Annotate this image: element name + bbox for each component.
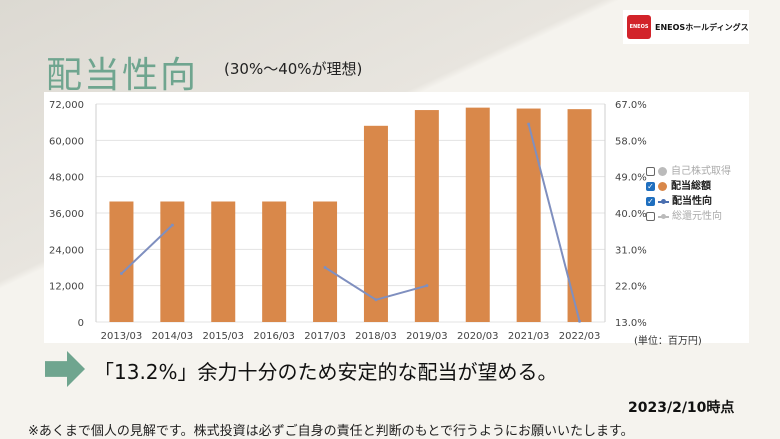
y-right-tick-label: 31.0% bbox=[615, 245, 647, 256]
y-left-tick-label: 36,000 bbox=[49, 209, 84, 220]
legend-checkbox[interactable] bbox=[646, 212, 655, 221]
payout-ratio-segment bbox=[324, 266, 377, 301]
legend-item[interactable]: ✓ 配当総額 bbox=[646, 179, 731, 194]
chart-legend: 自己株式取得 ✓ 配当総額 ✓ 配当性向総還元性向 bbox=[646, 164, 731, 224]
legend-label: 自己株式取得 bbox=[671, 166, 731, 177]
payout-ratio-point bbox=[323, 266, 327, 269]
x-tick-label: 2022/03 bbox=[559, 331, 601, 342]
payout-ratio-segment bbox=[120, 224, 174, 275]
legend-line-icon bbox=[658, 198, 669, 204]
legend-checkbox[interactable]: ✓ bbox=[646, 182, 655, 191]
y-right-tick-label: 13.0% bbox=[615, 318, 647, 329]
logo-text: ENEOSホールディングス bbox=[655, 22, 749, 32]
legend-dot-icon bbox=[658, 167, 667, 176]
bar-dividend-total bbox=[516, 108, 541, 323]
legend-item[interactable]: ✓ 配当性向 bbox=[646, 194, 731, 209]
y-left-tick-label: 72,000 bbox=[49, 100, 84, 111]
summary-message: 「13.2%」余力十分のため安定的な配当が望める。 bbox=[94, 360, 558, 384]
x-tick-label: 2017/03 bbox=[304, 331, 346, 342]
x-tick-label: 2016/03 bbox=[253, 331, 295, 342]
x-tick-label: 2014/03 bbox=[152, 331, 194, 342]
y-right-tick-label: 58.0% bbox=[615, 136, 647, 147]
x-tick-label: 2021/03 bbox=[508, 331, 550, 342]
date-stamp: 2023/2/10時点 bbox=[628, 400, 735, 416]
legend-label: 総還元性向 bbox=[672, 211, 722, 222]
y-right-tick-label: 67.0% bbox=[615, 100, 647, 111]
bar-dividend-total bbox=[414, 110, 439, 322]
y-right-tick-label: 49.0% bbox=[615, 173, 647, 184]
disclaimer: ※あくまで個人の見解です。株式投資は必ずご自身の責任と判断のもとで行うようにお願… bbox=[28, 424, 634, 439]
x-tick-label: 2015/03 bbox=[202, 331, 244, 342]
x-tick-label: 2019/03 bbox=[406, 331, 448, 342]
payout-ratio-point bbox=[527, 122, 531, 126]
bar-dividend-total bbox=[262, 201, 287, 322]
x-tick-label: 2020/03 bbox=[457, 331, 499, 342]
legend-label: 配当総額 bbox=[671, 181, 711, 192]
dividend-chart: 0 13.0% 12,000 22.0% 24,000 31.0% 36,000 40.0% 4… bbox=[44, 92, 749, 347]
payout-ratio-point bbox=[170, 223, 174, 227]
bar-dividend-total bbox=[363, 125, 388, 322]
x-tick-label: 2013/03 bbox=[101, 331, 143, 342]
y-left-tick-label: 24,000 bbox=[49, 245, 84, 256]
payout-ratio-point bbox=[374, 298, 378, 302]
legend-checkbox[interactable] bbox=[646, 167, 655, 176]
bar-dividend-total bbox=[465, 107, 490, 322]
eneos-logo-icon: ENEOS bbox=[627, 15, 651, 39]
y-right-tick-label: 22.0% bbox=[615, 282, 647, 293]
legend-label: 配当性向 bbox=[672, 196, 712, 207]
y-left-tick-label: 12,000 bbox=[49, 282, 84, 293]
bar-dividend-total bbox=[160, 201, 185, 322]
chart-svg: 0 13.0% 12,000 22.0% 24,000 31.0% 36,000 40.0% 4… bbox=[49, 100, 647, 342]
bar-dividend-total bbox=[109, 201, 134, 322]
y-left-tick-label: 48,000 bbox=[49, 173, 84, 184]
bar-dividend-total bbox=[313, 201, 338, 322]
payout-ratio-point bbox=[425, 284, 429, 288]
payout-ratio-point bbox=[578, 319, 582, 323]
legend-item[interactable]: 総還元性向 bbox=[646, 209, 731, 224]
y-left-tick-label: 60,000 bbox=[49, 136, 84, 147]
unit-label: (単位：百万円) bbox=[634, 336, 702, 347]
legend-item[interactable]: 自己株式取得 bbox=[646, 164, 731, 179]
legend-dot-icon bbox=[658, 182, 667, 191]
y-left-tick-label: 0 bbox=[78, 318, 84, 329]
legend-checkbox[interactable]: ✓ bbox=[646, 197, 655, 206]
slide-subtitle: (30%〜40%が理想) bbox=[224, 60, 363, 78]
y-right-tick-label: 40.0% bbox=[615, 209, 647, 220]
legend-line-icon bbox=[658, 213, 669, 219]
payout-ratio-segment bbox=[375, 284, 428, 301]
x-tick-label: 2018/03 bbox=[355, 331, 397, 342]
slide-title: 配当性向 bbox=[46, 55, 199, 96]
company-logo: ENEOS ENEOSホールディングス bbox=[623, 10, 749, 44]
payout-ratio-segment bbox=[527, 123, 581, 322]
bar-dividend-total bbox=[211, 201, 236, 322]
payout-ratio-point bbox=[119, 272, 123, 276]
